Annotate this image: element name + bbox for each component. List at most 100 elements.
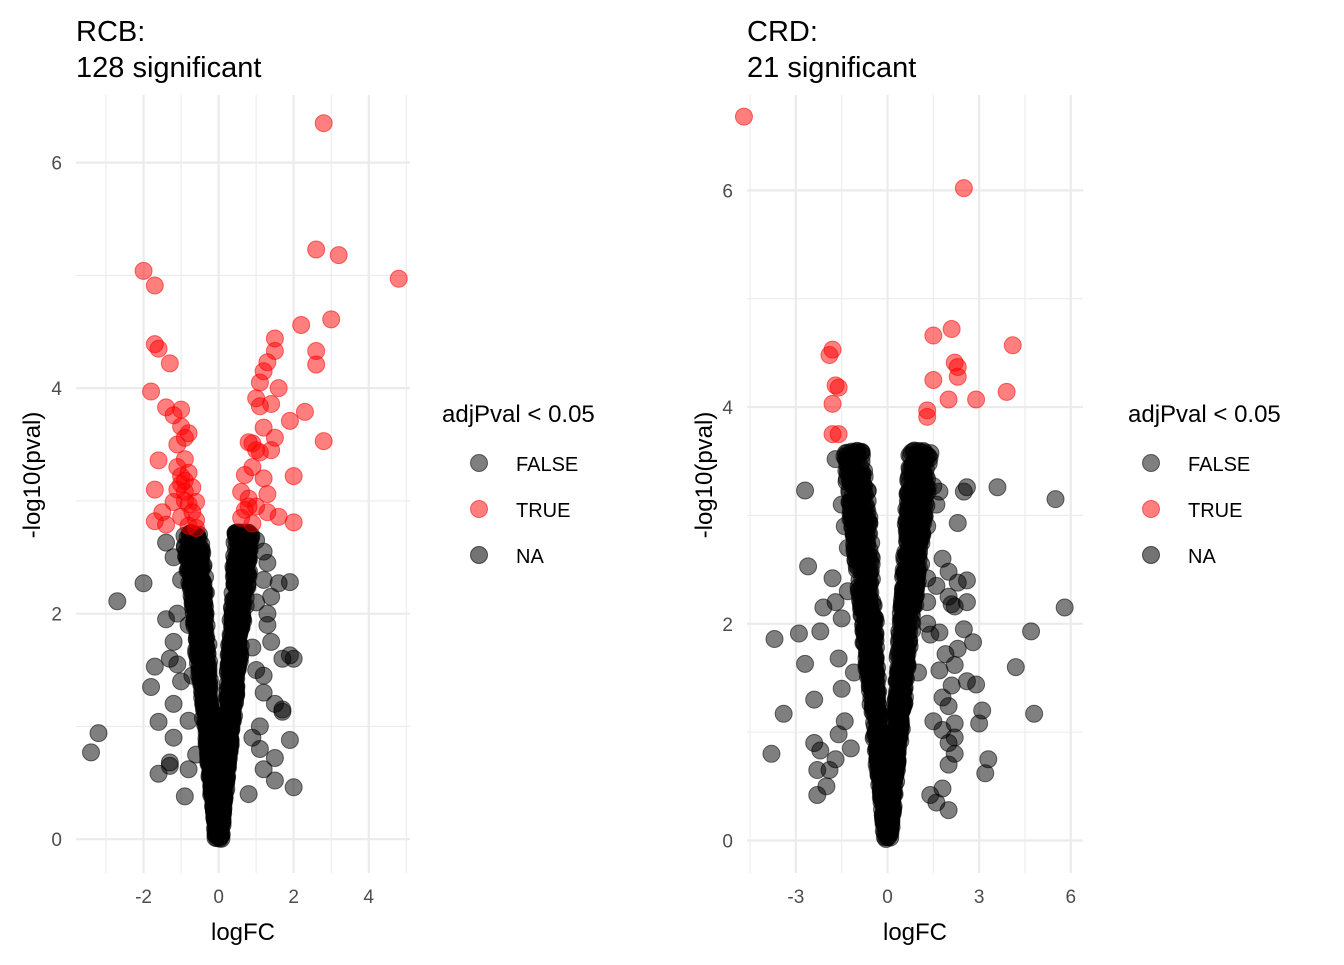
point-nonsig-cloud [852,596,871,615]
point-nonsig [841,739,860,758]
point-significant [329,246,348,265]
point-nonsig-cloud [889,703,908,722]
point-nonsig [945,728,964,747]
legend-key-na [1142,546,1160,564]
point-nonsig-cloud [894,654,913,673]
point-significant [829,425,848,444]
point-significant [235,465,254,484]
point-nonsig [134,574,153,593]
point-significant [295,402,314,421]
point-nonsig-cloud [865,727,884,746]
point-nonsig [265,771,284,790]
point-significant [939,390,958,409]
legend: adjPval < 0.05 FALSE TRUE NA [1128,401,1281,568]
point-nonsig [930,661,949,680]
point-significant [1003,336,1022,355]
tick-labels: -3 0 3 6 0 2 4 6 [722,181,1076,908]
point-nonsig-cloud [883,803,902,822]
point-nonsig [841,501,860,520]
chart-subtitle: 21 significant [747,52,916,84]
point-nonsig-cloud [891,683,910,702]
point-nonsig [765,629,784,648]
point-nonsig-cloud [875,789,894,808]
point-nonsig-cloud [200,727,219,746]
x-axis-label: logFC [883,919,947,946]
point-nonsig [896,614,915,633]
point-significant [734,107,753,126]
point-nonsig [838,582,857,601]
point-nonsig [964,633,983,652]
point-nonsig [82,743,101,762]
point-significant [145,480,164,499]
point-nonsig-cloud [185,578,204,597]
point-nonsig-cloud [212,825,231,844]
point-nonsig [235,530,254,549]
y-tick-label: 4 [722,398,733,419]
point-nonsig-cloud [841,460,860,479]
point-significant [254,469,273,488]
point-nonsig-cloud [883,765,902,784]
point-nonsig-cloud [202,748,221,767]
point-nonsig [838,538,857,557]
y-tick-label: 2 [51,605,62,626]
point-significant [823,394,842,413]
legend-title: adjPval < 0.05 [1128,401,1281,428]
point-significant [314,114,333,133]
point-nonsig [939,755,958,774]
y-axis-label: -log10(pval) [691,412,718,539]
point-nonsig [175,787,194,806]
point-nonsig [172,570,191,589]
legend-key-na [470,546,488,564]
point-nonsig-cloud [204,776,223,795]
point-significant [820,346,839,365]
point-nonsig [789,624,808,643]
point-significant [145,276,164,295]
point-nonsig [954,620,973,639]
point-significant [829,378,848,397]
point-nonsig [273,649,292,668]
point-nonsig [909,663,928,682]
point-nonsig [145,657,164,676]
y-tick-label: 0 [722,831,733,852]
point-nonsig [280,573,299,592]
point-nonsig-cloud [194,602,213,621]
point-significant [269,379,288,398]
point-nonsig [254,666,273,685]
point-significant [187,518,206,537]
y-tick-label: 0 [51,830,62,851]
y-tick-label: 6 [722,181,733,202]
point-significant [168,435,187,454]
point-nonsig [164,728,183,747]
point-significant [948,367,967,386]
chart-title: RCB: [76,16,145,48]
legend-label-false: FALSE [516,454,578,476]
point-nonsig [774,704,793,723]
point-nonsig [258,604,277,623]
point-nonsig [179,615,198,634]
point-significant [284,513,303,532]
point-nonsig [1025,704,1044,723]
point-nonsig [284,778,303,797]
point-nonsig-cloud [237,566,256,585]
legend: adjPval < 0.05 FALSE TRUE NA [442,401,595,568]
point-nonsig [832,609,851,628]
point-nonsig [258,553,277,572]
point-significant [134,261,153,280]
point-nonsig [970,714,989,733]
point-nonsig [811,741,830,760]
point-significant [175,491,194,510]
data-points [734,107,1074,849]
y-tick-label: 6 [51,154,62,175]
point-nonsig [799,557,818,576]
point-nonsig-cloud [861,573,880,592]
point-nonsig [262,587,281,606]
point-nonsig [239,785,258,804]
point-nonsig [826,750,845,769]
chart-title: CRD: [747,16,818,48]
point-nonsig [927,495,946,514]
point-nonsig [835,517,854,536]
point-nonsig [817,777,836,796]
point-nonsig [265,748,284,767]
point-nonsig [172,672,191,691]
panel-crd: CRD: 21 significant -3 0 3 6 0 2 4 6 logFC -log… [691,16,1281,946]
